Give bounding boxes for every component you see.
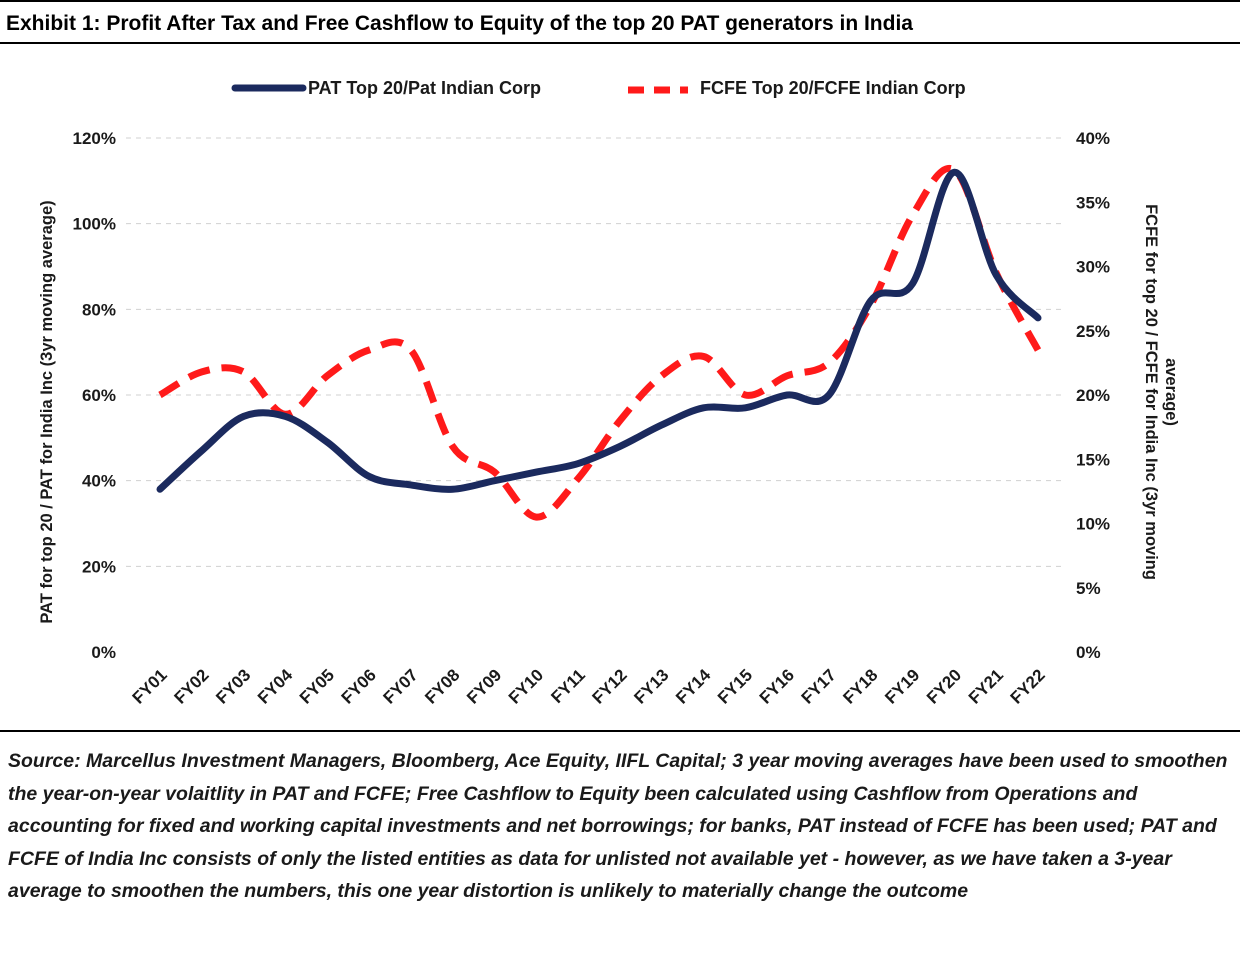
legend-label-pat: PAT Top 20/Pat Indian Corp xyxy=(308,78,541,98)
left-axis-ticks: 0% 20% 40% 60% 80% 100% 120% xyxy=(73,129,116,662)
x-axis-ticks: FY01 FY02 FY03 FY04 FY05 FY06 FY07 FY08 FY09 FY10… xyxy=(129,665,1049,708)
left-tick-label: 80% xyxy=(82,300,116,319)
legend-label-fcfe: FCFE Top 20/FCFE Indian Corp xyxy=(700,78,966,98)
title-bar: Exhibit 1: Profit After Tax and Free Cas… xyxy=(0,0,1240,44)
left-axis-label: PAT for top 20 / PAT for India Inc (3yr … xyxy=(38,200,56,623)
x-tick-label: FY21 xyxy=(965,665,1007,707)
right-axis-ticks: 0% 5% 10% 15% 20% 25% 30% 35% 40% xyxy=(1076,129,1110,662)
right-tick-label: 5% xyxy=(1076,579,1101,598)
legend-item-fcfe: FCFE Top 20/FCFE Indian Corp xyxy=(628,78,966,98)
series-line-fcfe xyxy=(158,164,1042,521)
source-divider xyxy=(0,730,1240,732)
x-tick-label: FY07 xyxy=(380,665,422,707)
legend: PAT Top 20/Pat Indian Corp FCFE Top 20/F… xyxy=(231,78,966,98)
right-axis-label-line1: FCFE for top 20 / FCFE for India Inc (3y… xyxy=(1142,204,1160,580)
left-tick-label: 20% xyxy=(82,557,116,576)
line-chart: 0% 20% 40% 60% 80% 100% 120% 0% 5% 10% 15% 20% 25% 3… xyxy=(38,78,1180,708)
right-tick-label: 30% xyxy=(1076,258,1110,277)
legend-item-pat: PAT Top 20/Pat Indian Corp xyxy=(231,78,541,98)
x-tick-label: FY22 xyxy=(1007,665,1049,707)
right-axis-label-line2: average) xyxy=(1162,358,1180,426)
x-tick-label: FY05 xyxy=(296,665,338,707)
left-tick-label: 120% xyxy=(73,129,116,148)
right-tick-label: 10% xyxy=(1076,515,1110,534)
left-tick-label: 40% xyxy=(82,472,116,491)
x-tick-label: FY16 xyxy=(756,665,798,707)
left-tick-label: 60% xyxy=(82,386,116,405)
exhibit-title: Exhibit 1: Profit After Tax and Free Cas… xyxy=(6,12,913,35)
x-tick-label: FY04 xyxy=(254,665,297,708)
x-tick-label: FY08 xyxy=(421,665,463,707)
x-tick-label: FY12 xyxy=(589,665,631,707)
x-tick-label: FY09 xyxy=(463,665,505,707)
x-tick-label: FY10 xyxy=(505,665,547,707)
series-line-pat xyxy=(156,168,1042,493)
x-tick-label: FY13 xyxy=(630,665,672,707)
x-tick-label: FY01 xyxy=(129,665,171,707)
x-tick-label: FY11 xyxy=(547,665,589,707)
x-tick-label: FY03 xyxy=(212,665,254,707)
left-tick-label: 0% xyxy=(91,643,116,662)
x-tick-label: FY19 xyxy=(881,665,923,707)
x-tick-label: FY02 xyxy=(170,665,212,707)
series-layer xyxy=(156,164,1042,521)
x-tick-label: FY06 xyxy=(338,665,380,707)
x-tick-label: FY14 xyxy=(672,665,715,708)
x-tick-label: FY17 xyxy=(798,665,840,707)
right-tick-label: 0% xyxy=(1076,643,1101,662)
right-tick-label: 40% xyxy=(1076,129,1110,148)
right-tick-label: 15% xyxy=(1076,450,1110,469)
x-tick-label: FY15 xyxy=(714,665,756,707)
right-tick-label: 25% xyxy=(1076,322,1110,341)
x-tick-label: FY20 xyxy=(923,665,965,707)
left-tick-label: 100% xyxy=(73,215,116,234)
right-tick-label: 35% xyxy=(1076,193,1110,212)
source-note: Source: Marcellus Investment Managers, B… xyxy=(8,750,1228,902)
right-tick-label: 20% xyxy=(1076,386,1110,405)
x-tick-label: FY18 xyxy=(839,665,881,707)
